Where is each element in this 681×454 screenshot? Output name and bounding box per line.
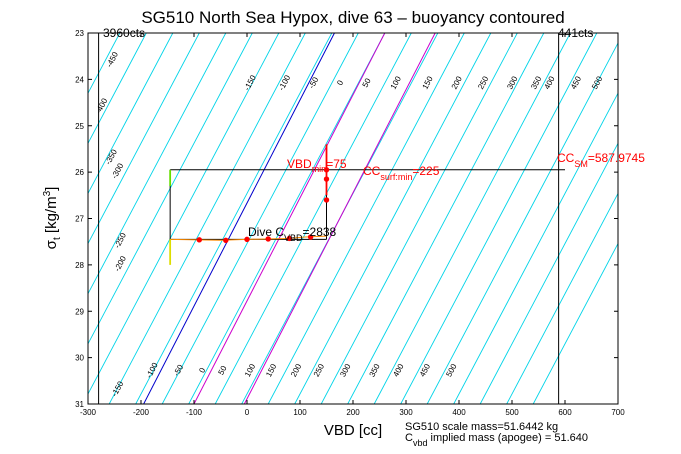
contour-line [214,33,412,404]
x-tick-label: -300 [80,408,97,417]
vbd-min-label: VBDmin=75 [287,157,347,174]
contour-line [88,33,174,195]
contour-line [88,33,280,395]
implied-value: implied mass (apogee) = 51.640 [427,432,588,444]
data-marker [323,197,330,203]
scale-mass-label: SG510 scale mass=51.6442 kg [405,421,558,433]
contour-line [373,33,571,404]
y-axis-ticks: 23 24 25 26 27 28 29 30 31 [75,29,618,409]
data-marker [223,237,229,243]
vbd-min-sub: min [312,164,327,174]
data-marker [286,235,293,242]
y-tick-label: 23 [75,29,84,38]
x-tick-label: -100 [186,408,203,417]
x-tick-label: 0 [245,408,250,417]
series-lines [98,33,565,404]
cc-sm-sub: SM [574,159,588,169]
data-markers [196,167,330,243]
contour-line [161,33,359,404]
contour-line [453,92,618,404]
cc-sm-value: =587.9745 [588,151,645,165]
y-axis-title-text: σt [kg/m3] [42,187,63,250]
contour-line [188,33,386,404]
contour-line [267,33,465,404]
implied-main: C [405,432,413,444]
contour-line [479,142,618,404]
dive-c-value: =2838 [303,225,337,239]
cc-surf-sub: surf:min [380,172,412,182]
contour-line [532,242,618,404]
contour-line [88,33,227,295]
plot-background [88,33,618,404]
data-marker [323,167,330,173]
y-axis-title-units-close: ] [43,187,60,191]
contour-line [294,33,492,404]
contour-line [135,33,333,404]
cc-surf-value: =225 [412,164,439,178]
x-tick-label: 200 [346,408,360,417]
x-tick-label: 100 [293,408,307,417]
data-marker [307,234,314,240]
dive-c-vbd-label: Dive CVBD=2838 [248,225,337,243]
contour-line [108,33,306,404]
cc-sm-main: CC [557,151,575,165]
y-tick-label: 27 [75,215,84,224]
y-tick-label: 30 [75,354,84,363]
y-tick-label: 29 [75,307,84,316]
contour-label: 0 [197,366,207,375]
contour-line [88,33,200,245]
series-blue-contour [143,33,335,404]
contour-line [88,33,147,145]
y-axis-title-subscript: t [52,237,63,240]
implied-sub: vbd [413,438,428,448]
x-axis-title: VBD [cc] [324,422,382,439]
x-tick-label: 400 [452,408,466,417]
contour-line [320,33,518,404]
vbd-min-value: =75 [326,157,347,171]
contour-label: 0 [335,78,345,87]
dive-c-main: Dive C [248,225,284,239]
implied-mass-label: Cvbd implied mass (apogee) = 51.640 [405,432,588,448]
chart-title: SG510 North Sea Hypox, dive 63 – buoyanc… [141,8,564,27]
y-axis-title: σt [kg/m3] [42,187,63,250]
y-tick-label: 28 [75,261,84,270]
x-tick-label: -200 [133,408,150,417]
x-axis-ticks: -300 -200 -100 0 100 200 300 400 500 600 700 [80,33,625,417]
y-tick-label: 24 [75,75,84,84]
y-tick-label: 31 [75,400,84,409]
contour-line [88,33,253,345]
data-marker [196,237,203,243]
dive-c-sub: VBD [284,233,303,243]
contour-line [506,192,618,404]
cc-surf-main: CC [363,164,381,178]
series-magenta-contour-2 [243,33,436,404]
data-marker [265,236,271,242]
contour-line [426,42,618,404]
cc-surf-min-label: CCsurf:min=225 [363,164,440,182]
x-tick-label: 700 [611,408,625,417]
cc-sm-label: CCSM=587.9745 [557,151,645,169]
y-axis-title-units: [kg/m [43,196,60,237]
vbd-min-main: VBD [287,157,312,171]
data-marker [244,236,250,243]
x-tick-label: 600 [558,408,572,417]
x-tick-label: 500 [505,408,519,417]
x-tick-label: 300 [399,408,413,417]
series-magenta-contour-1 [193,33,386,404]
contour-line [400,33,598,404]
y-tick-label: 25 [75,122,84,131]
cts-right-label: 441cts [558,26,593,40]
data-marker [323,176,330,182]
y-tick-label: 26 [75,168,84,177]
y-axis-title-superscript: 3 [42,190,53,196]
contour-line [347,33,545,404]
y-axis-title-sigma: σ [43,239,60,249]
cts-left-label: 3960cts [103,26,145,40]
